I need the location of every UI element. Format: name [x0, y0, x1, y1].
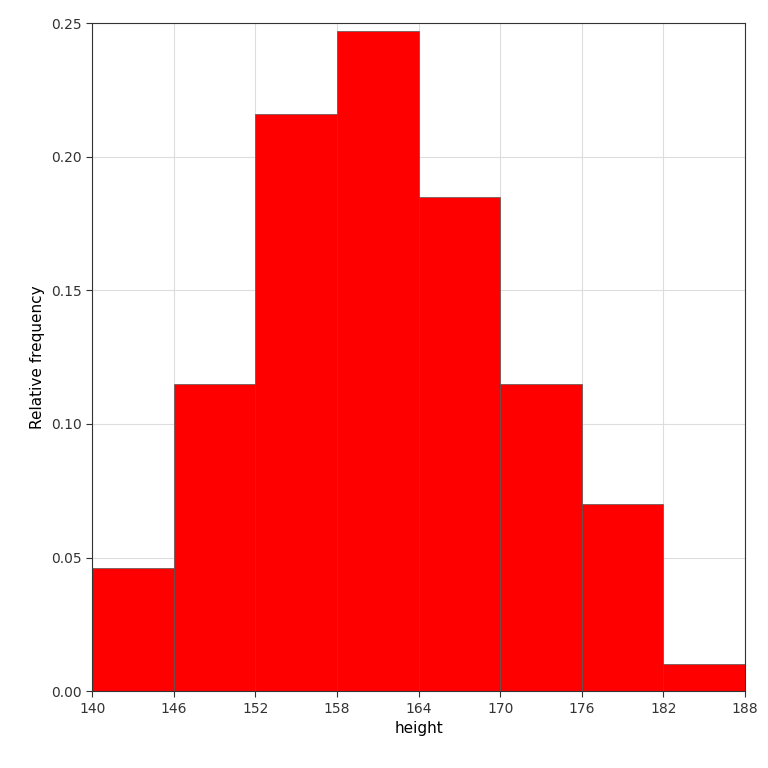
Y-axis label: Relative frequency: Relative frequency	[31, 285, 45, 429]
Bar	[92, 568, 174, 691]
Bar	[256, 114, 337, 691]
Bar	[174, 384, 256, 691]
Bar	[419, 197, 500, 691]
X-axis label: height: height	[394, 721, 443, 737]
Bar	[500, 384, 582, 691]
Bar	[582, 504, 664, 691]
Bar	[664, 664, 745, 691]
Bar	[337, 31, 419, 691]
